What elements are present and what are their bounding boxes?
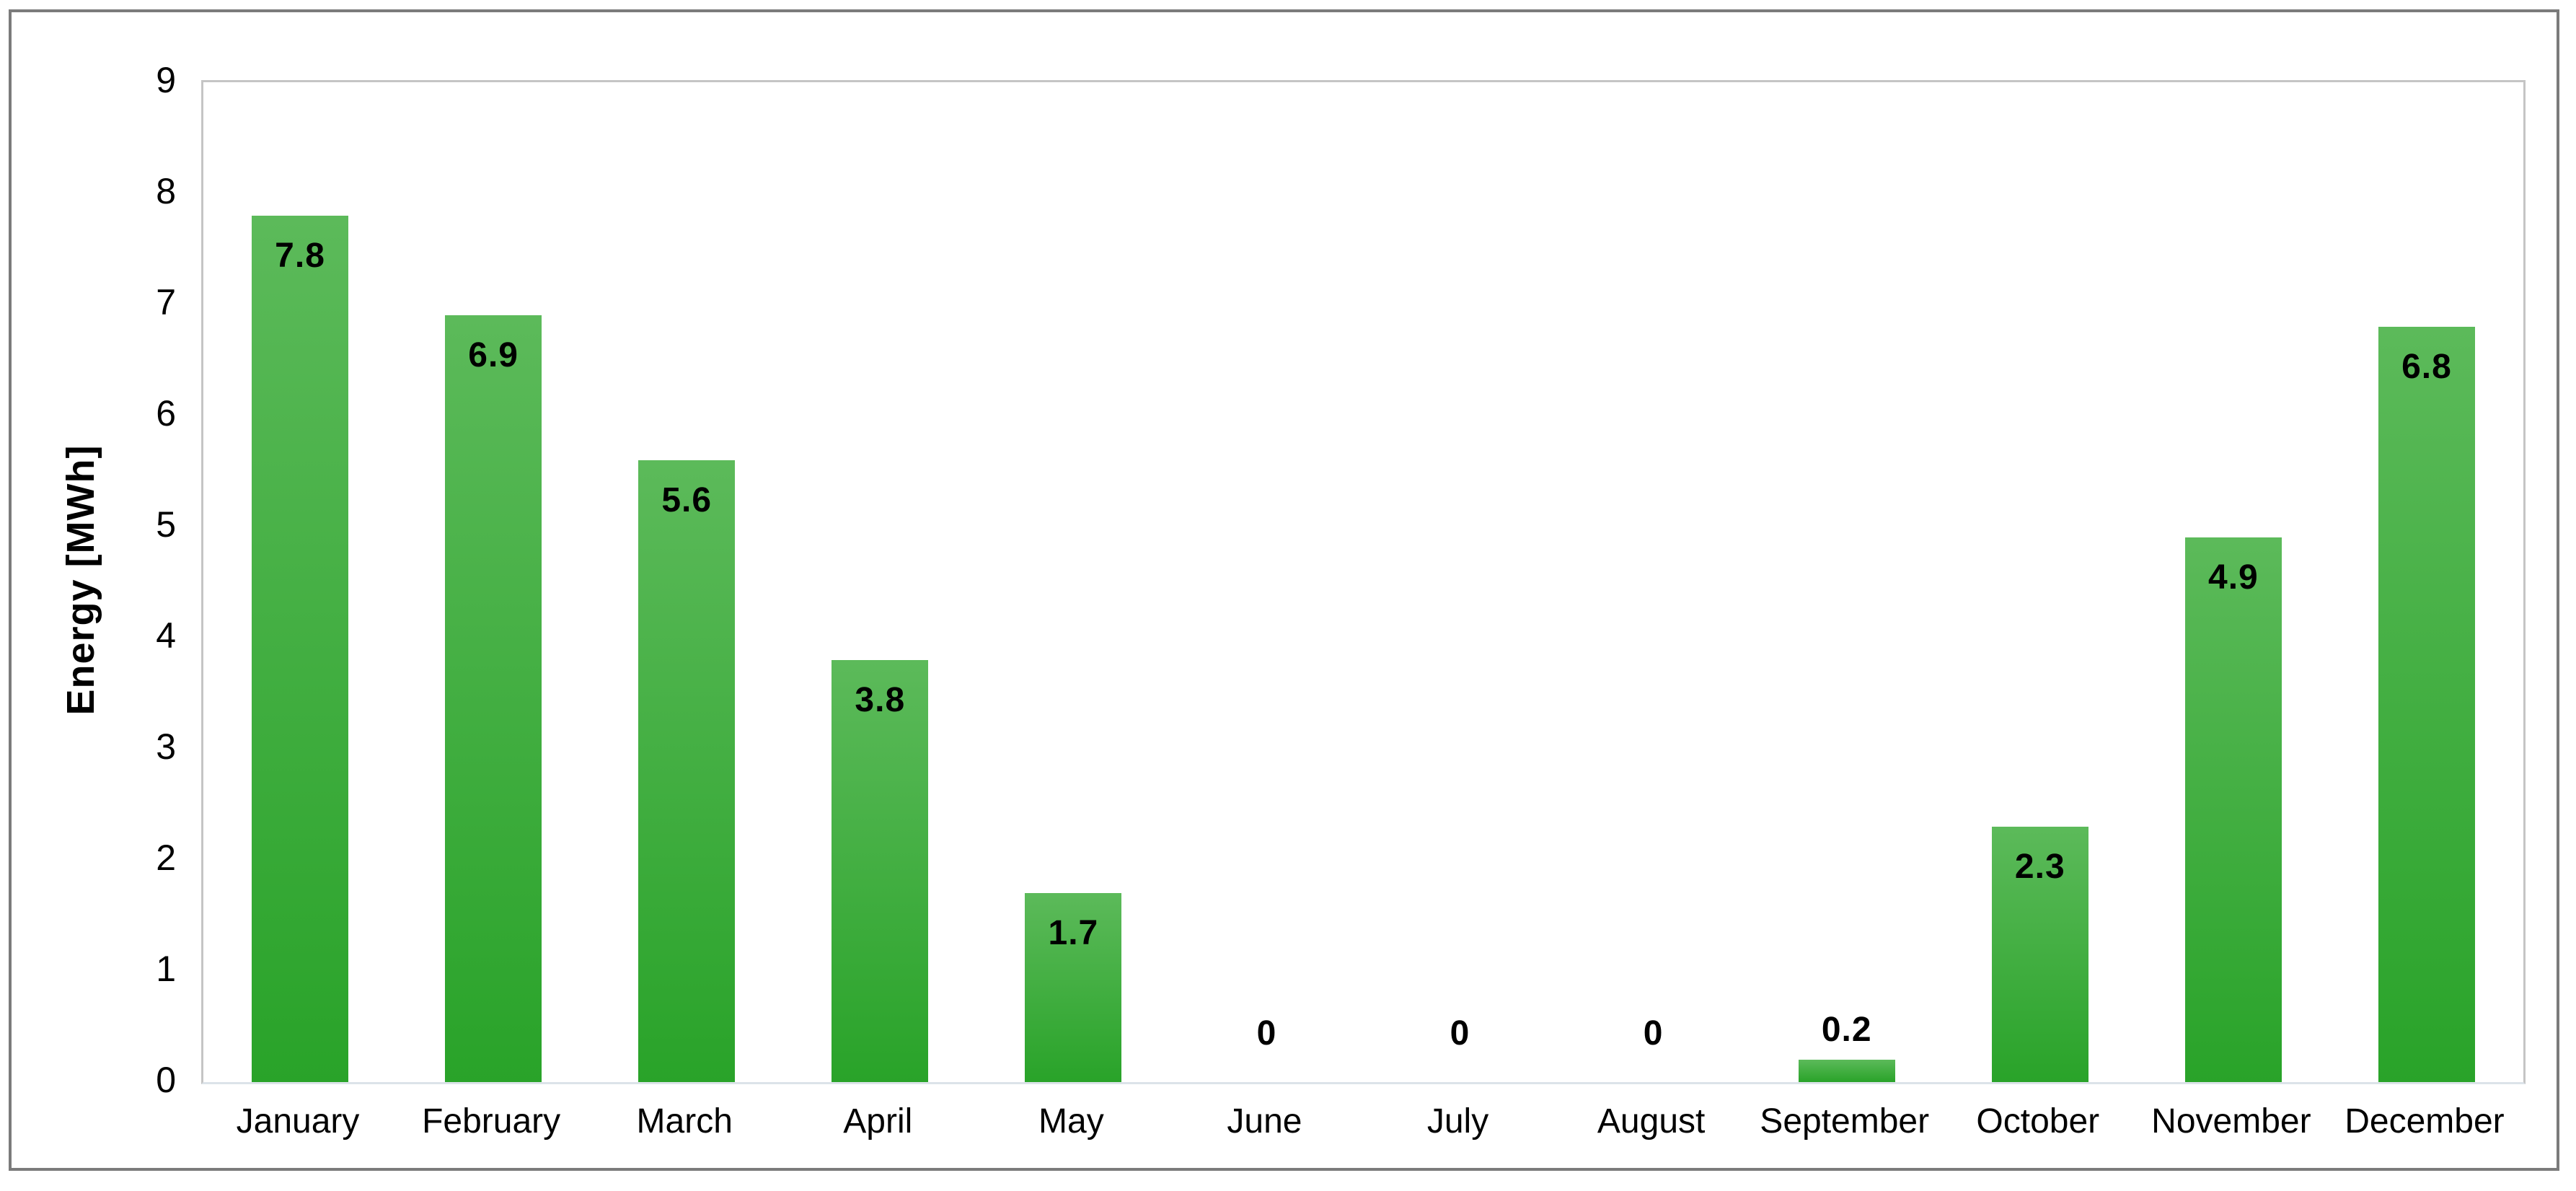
y-tick-label: 1 [156,948,176,989]
bar-february [445,315,542,1082]
x-tick-label-february: February [422,1102,561,1141]
bar-value-label: 6.8 [2401,347,2452,386]
bar-value-label: 0 [1450,1014,1470,1052]
x-tick-label-may: May [1038,1102,1104,1141]
bar-november [2184,537,2282,1082]
x-tick-label-august: August [1597,1102,1706,1141]
x-tick-label-june: June [1227,1102,1302,1141]
x-tick-label-november: November [2151,1102,2311,1141]
x-tick-label-december: December [2345,1102,2505,1141]
bar-value-label: 5.6 [661,480,713,519]
bar-may [1025,893,1122,1082]
bar-value-label: 6.9 [468,336,519,375]
y-tick-label: 6 [156,393,176,434]
y-tick-label: 5 [156,504,176,545]
y-tick-label: 0 [156,1060,176,1100]
y-tick-label: 8 [156,170,176,211]
x-tick-label-september: September [1760,1102,1930,1141]
x-tick-label-july: July [1426,1102,1489,1141]
bar-value-label: 1.7 [1048,914,1099,953]
bar-march [638,460,736,1082]
x-axis-category-labels: January February March April May June July Augu… [201,1097,2521,1155]
y-tick-label: 3 [156,726,176,767]
bar-april [832,659,929,1082]
bar-december [2378,326,2475,1082]
x-tick-label-march: March [636,1102,733,1141]
bar-value-label: 2.3 [2014,847,2065,886]
bar-value-label: 0 [1256,1014,1277,1052]
bar-value-label: 0.2 [1821,1011,1872,1050]
bar-september [1798,1060,1895,1082]
y-tick-label: 4 [156,615,176,656]
bar-value-label: 3.8 [855,680,906,719]
bar-value-label: 4.9 [2208,558,2259,597]
y-axis-tick-labels: 0 1 2 3 4 5 6 7 8 9 [12,62,176,1098]
bar-october [1991,826,2088,1082]
y-tick-label: 9 [156,60,176,100]
plot-area: 7.8 6.9 5.6 3.8 1.7 0 0 0 0.2 2.3 4.9 6.8 [201,80,2526,1084]
x-tick-label-january: January [236,1102,360,1141]
bar-value-label: 0 [1643,1014,1664,1052]
bar-january [252,215,349,1082]
bar-value-label: 7.8 [275,236,325,275]
x-tick-label-april: April [843,1102,913,1141]
y-tick-label: 2 [156,838,176,878]
y-tick-label: 7 [156,281,176,322]
x-tick-label-october: October [1976,1102,2100,1141]
